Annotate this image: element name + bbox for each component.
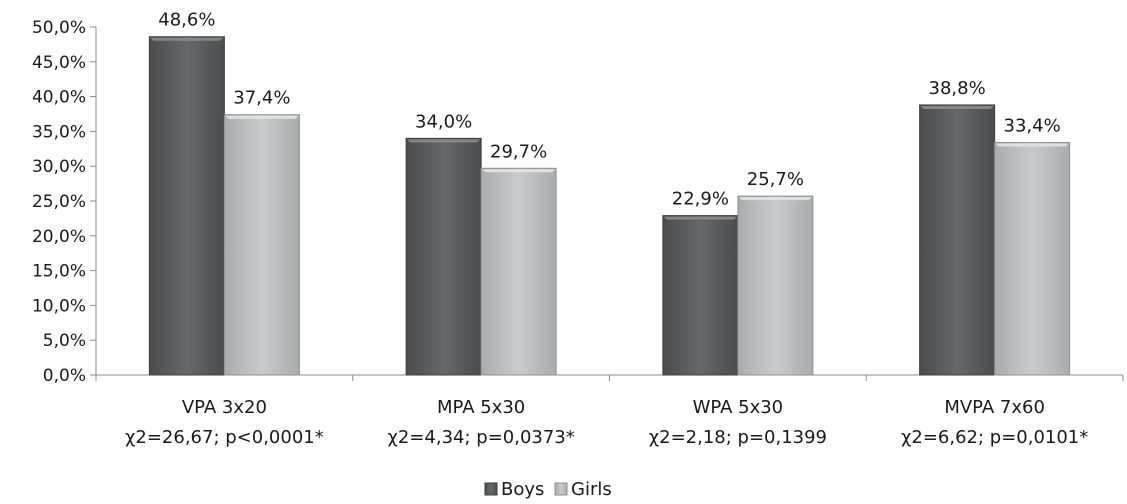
legend: Boys Girls [484,479,612,500]
bar-girls [480,167,557,376]
x-axis [95,374,1124,381]
y-tick-label: 0,0% [43,366,86,386]
data-label-girls: 29,7% [490,141,547,162]
data-label-girls: 37,4% [233,88,290,109]
bar-boys [919,104,996,376]
y-tick-label: 45,0% [32,53,86,73]
bar-bevel [150,37,224,41]
bar-bevel [920,105,994,109]
category-label: MPA 5x30 [437,397,525,418]
data-label-boys: 48,6% [158,10,215,31]
bar-bevel [738,197,812,201]
bar-bevel [225,115,299,119]
y-tick-label: 35,0% [32,122,86,142]
legend-swatch-girls [554,482,568,496]
y-tick-label: 40,0% [32,88,86,108]
data-label-girls: 33,4% [1004,116,1061,137]
y-tick-label: 10,0% [32,296,86,316]
bar-girls [223,114,300,376]
bar-boys [148,36,225,376]
data-label-boys: 34,0% [415,111,472,132]
bars [148,36,1071,376]
y-tick-label: 15,0% [32,262,86,282]
bar-bevel [995,143,1069,147]
category-label: WPA 5x30 [693,397,784,418]
y-tick-label: 30,0% [32,157,86,177]
category-stat-label: χ2=26,67; p<0,0001* [125,427,324,448]
bar-bevel [407,139,481,143]
bar-bevel [482,169,556,173]
bar-boys [405,137,482,376]
y-tick-label: 20,0% [32,227,86,247]
category-stat-label: χ2=6,62; p=0,0101* [901,427,1088,448]
bar-boys [662,215,739,376]
y-tick-label: 25,0% [32,192,86,212]
data-labels: 48,6% 37,4% 34,0% 29,7% 22,9% 25,7% 38,8% 33,4% [158,10,1060,210]
legend-swatch-boys [484,482,498,496]
y-tick-label: 50,0% [32,18,86,38]
category-label: VPA 3x20 [182,397,267,418]
category-labels: VPA 3x20 χ2=26,67; p<0,0001* MPA 5x30 χ2=4,… [125,397,1088,448]
category-stat-label: χ2=4,34; p=0,0373* [387,427,574,448]
legend-label-boys: Boys [501,479,544,500]
y-axis: 0,0% 5,0% 10,0% 15,0% 20,0% 25,0% 30,0% 35,0% 40… [32,18,97,386]
y-tick-label: 5,0% [43,331,86,351]
data-label-boys: 22,9% [672,189,729,210]
bar-bevel [663,216,737,220]
bar-girls [994,142,1071,376]
category-stat-label: χ2=2,18; p=0,1399 [649,427,827,448]
data-label-girls: 25,7% [747,169,804,190]
bar-girls [737,195,814,376]
legend-label-girls: Girls [571,479,612,500]
category-label: MVPA 7x60 [944,397,1045,418]
data-label-boys: 38,8% [929,78,986,99]
